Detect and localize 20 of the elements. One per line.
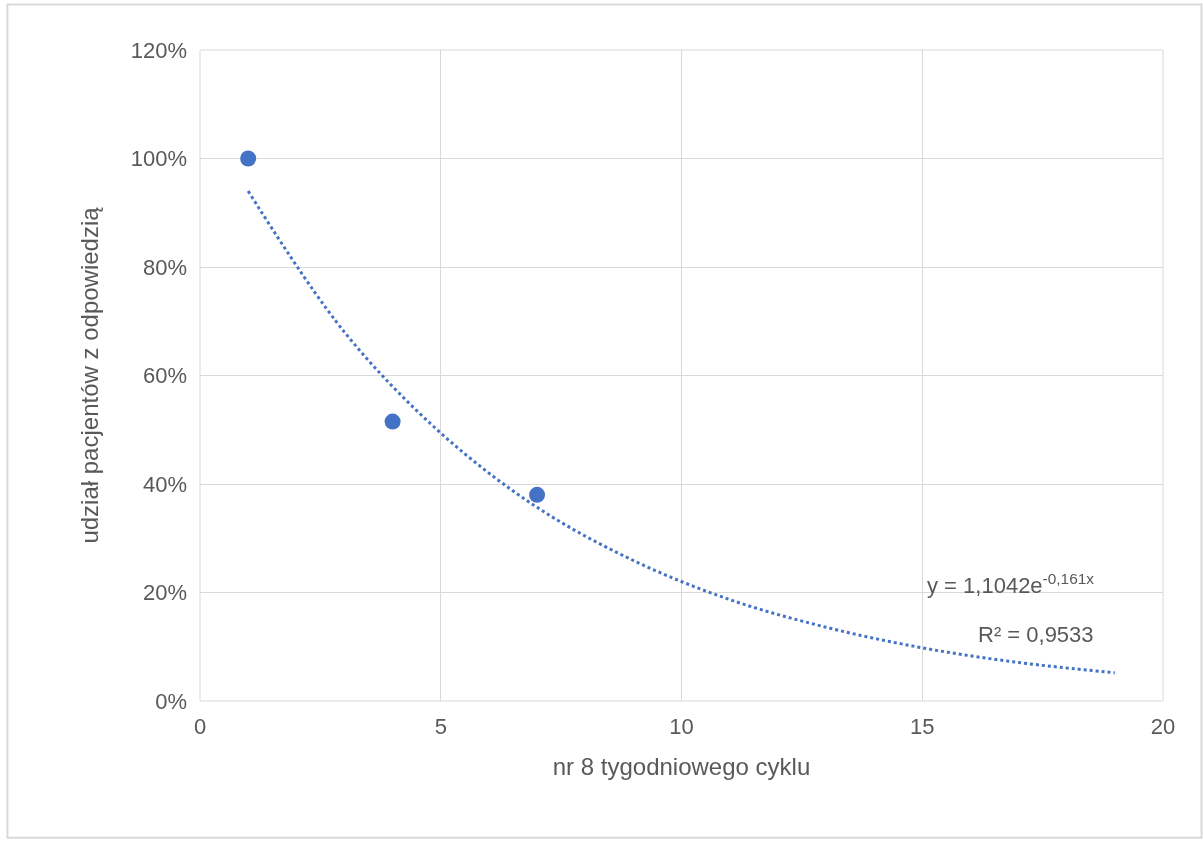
y-tick-label: 60% (142, 363, 187, 389)
annotation: R² = 0,9533 (978, 622, 1094, 647)
y-tick-label: 0% (155, 688, 187, 714)
x-tick-label: 10 (669, 714, 694, 739)
x-tick-label: 5 (434, 714, 447, 739)
point (240, 150, 257, 167)
y-tick-label: 40% (142, 471, 187, 497)
annotation: y = 1,1042e$^{-0,161x}$ (927, 570, 1095, 599)
y-tick-label: 20% (142, 580, 187, 606)
y-axis-title: udział pacjentów z odpowiedzią (75, 206, 103, 544)
x-tick-label: 0 (193, 714, 207, 739)
y-tick-label: 100% (130, 146, 187, 172)
point (384, 413, 401, 430)
x-tick-label: 15 (910, 714, 935, 739)
y-tick-label: 120% (130, 37, 187, 63)
x-axis-title: nr 8 tygodniowego cyklu (552, 753, 811, 781)
line-series (246, 189, 1117, 675)
y-tick-label: 80% (142, 254, 187, 280)
point (529, 486, 546, 503)
x-tick-label: 20 (1150, 714, 1176, 739)
